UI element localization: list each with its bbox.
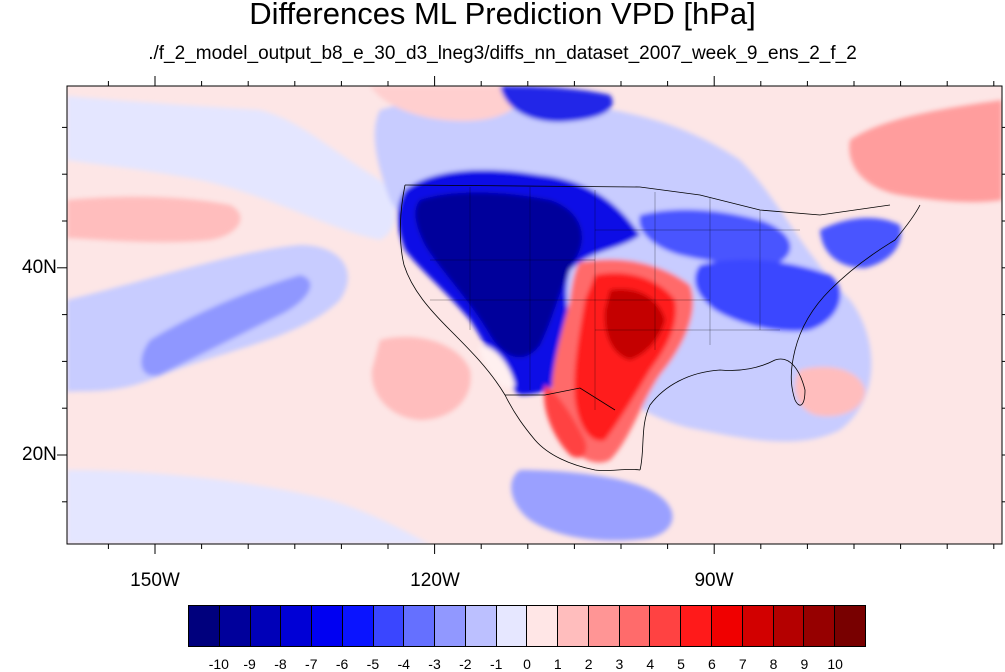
colorbar-tick-label: 8 xyxy=(769,656,778,672)
colorbar-tick-label: -3 xyxy=(428,656,441,672)
colorbar-tick-label: 1 xyxy=(553,656,562,672)
colorbar-tick-label: -2 xyxy=(459,656,472,672)
gulf-atlantic-coastline xyxy=(639,204,921,471)
colorbar-box xyxy=(558,606,589,646)
colorbar-tick-label: 7 xyxy=(738,656,747,672)
state-borders xyxy=(430,187,800,410)
oklahoma-positive-max xyxy=(604,289,665,360)
caribbean-positive xyxy=(795,366,865,417)
pacific-coastline xyxy=(399,184,641,471)
lat-label-40n: 40N xyxy=(22,257,57,278)
colorbar-box xyxy=(712,606,743,646)
colorbar-tick-label: -5 xyxy=(366,656,380,672)
colorbar-box xyxy=(189,606,220,646)
map-field xyxy=(67,86,1002,544)
great-lakes-negative xyxy=(639,209,791,265)
colorbar-tick-label: -9 xyxy=(243,656,256,672)
colorbar-box xyxy=(835,606,865,646)
colorbar-tick-label: -8 xyxy=(274,656,287,672)
lon-label-120w: 120W xyxy=(410,570,460,591)
ohio-valley-negative xyxy=(695,259,841,332)
colorbar-box xyxy=(404,606,436,646)
pacific-negative-core xyxy=(141,275,311,376)
us-mexico-border xyxy=(505,387,616,411)
south-pacific-light xyxy=(67,470,430,544)
lon-label-90w: 90W xyxy=(694,570,734,591)
colorbar-box xyxy=(681,606,713,646)
colorbar-tick-label: 0 xyxy=(523,656,531,672)
colorbar-box xyxy=(496,606,528,646)
colorbar-box xyxy=(804,606,836,646)
western-us-negative-core xyxy=(415,192,582,358)
colorbar-box xyxy=(312,606,343,646)
colorbar-box xyxy=(465,606,497,646)
colorbar-tick-label: 2 xyxy=(584,656,593,672)
northeast-negative xyxy=(820,218,901,268)
baja-coast-positive xyxy=(479,345,515,389)
gulf-negative xyxy=(511,470,673,541)
colorbar-tick-label: -4 xyxy=(397,656,410,672)
colorbar-tick-label: 6 xyxy=(708,656,716,672)
north-negative-core xyxy=(500,86,613,122)
colorbar-tick-label: -10 xyxy=(208,656,229,672)
colorbar-tick-label: 10 xyxy=(827,656,843,672)
lat-label-20n: 20N xyxy=(22,444,57,465)
coastlines xyxy=(399,184,921,471)
colorbar-tick-label: 9 xyxy=(800,656,809,672)
alaska-positive xyxy=(370,86,520,121)
colorbar-box xyxy=(219,606,251,646)
colorbar-box xyxy=(527,606,559,646)
colorbar-box xyxy=(435,606,466,646)
map-subtitle: ./f_2_model_output_b8_e_30_d3_lneg3/diff… xyxy=(148,43,857,64)
colorbar-tick-label: 5 xyxy=(677,656,685,672)
colorbar-tick-label: -6 xyxy=(335,656,349,672)
lon-label-150w: 150W xyxy=(130,570,180,591)
colorbar-box xyxy=(773,606,805,646)
map-title: Differences ML Prediction VPD [hPa] xyxy=(249,0,756,31)
colorbar xyxy=(188,605,866,647)
mexico-positive xyxy=(544,385,587,458)
colorbar-tick-label: -7 xyxy=(305,656,318,672)
colorbar-tick-label: 3 xyxy=(615,656,624,672)
colorbar-box xyxy=(373,606,405,646)
atlantic-positive xyxy=(849,100,1002,203)
colorbar-box xyxy=(588,606,620,646)
north-pacific-light xyxy=(67,96,395,240)
colorbar-tick-label: -1 xyxy=(489,656,503,672)
colorbar-tick-label: 4 xyxy=(646,656,655,672)
colorbar-box xyxy=(281,606,313,646)
baja-offshore-positive xyxy=(371,336,471,420)
pacific-positive-band xyxy=(67,196,241,243)
colorbar-box xyxy=(250,606,282,646)
us-canada-border xyxy=(404,184,891,216)
colorbar-box xyxy=(619,606,651,646)
colorbar-box xyxy=(742,606,774,646)
colorbar-box xyxy=(342,606,374,646)
colorbar-box xyxy=(650,606,682,646)
